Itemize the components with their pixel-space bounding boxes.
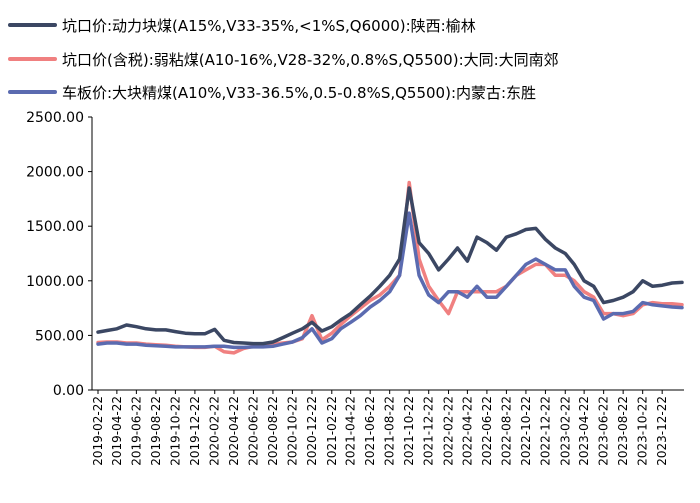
y-tick-label: 2000.00 — [26, 165, 84, 181]
x-tick-label: 2019-10-22 — [168, 396, 182, 466]
x-tick-label: 2023-08-22 — [616, 396, 630, 466]
y-tick-label: 1000.00 — [26, 274, 84, 290]
x-tick-label: 2021-02-22 — [325, 396, 339, 466]
legend-label-series-2: 坑口价(含税):弱粘煤(A10-16%,V28-32%,0.8%S,Q5500)… — [62, 51, 559, 69]
x-tick-label: 2020-10-22 — [285, 396, 299, 466]
series-line-2 — [96, 180, 684, 355]
x-tick-label: 2023-12-22 — [655, 396, 669, 466]
x-tick-label: 2019-12-22 — [188, 396, 202, 466]
x-tick-label: 2023-04-22 — [577, 396, 591, 466]
x-tick-label: 2019-02-22 — [91, 396, 105, 466]
series-line-1 — [96, 186, 684, 346]
x-tick-label: 2021-10-22 — [402, 396, 416, 466]
x-tick-label: 2020-02-22 — [208, 396, 222, 466]
legend-label-series-3: 车板价:大块精煤(A10%,V33-36.5%,0.5-0.8%S,Q5500)… — [62, 84, 536, 102]
x-tick-label: 2019-06-22 — [129, 396, 143, 466]
plot-lines — [96, 180, 684, 355]
legend: 坑口价:动力块煤(A15%,V33-35%,<1%S,Q6000):陕西:榆林 … — [8, 17, 559, 102]
x-tick-label: 2022-12-22 — [538, 396, 552, 466]
y-axis: 0.00 500.00 1000.00 1500.00 2000.00 2500.00 — [26, 110, 93, 399]
x-tick-label: 2022-04-22 — [460, 396, 474, 466]
x-tick-label: 2022-08-22 — [499, 396, 513, 466]
y-tick-label: 2500.00 — [26, 110, 84, 126]
x-tick-label: 2021-06-22 — [363, 396, 377, 466]
x-tick-label: 2023-10-22 — [636, 396, 650, 466]
x-tick-label: 2020-06-22 — [246, 396, 260, 466]
y-tick-label: 0.00 — [53, 383, 84, 399]
x-tick-label: 2022-06-22 — [480, 396, 494, 466]
x-tick-label: 2023-06-22 — [597, 396, 611, 466]
y-tick-label: 500.00 — [35, 328, 84, 344]
x-tick-label: 2020-08-22 — [266, 396, 280, 466]
x-axis: 2019-02-22 2019-04-22 2019-06-22 2019-08-22… — [91, 389, 684, 466]
x-tick-label: 2022-02-22 — [442, 396, 456, 466]
x-tick-label: 2021-04-22 — [344, 396, 358, 466]
x-tick-label: 2019-08-22 — [149, 396, 163, 466]
x-tick-label: 2019-04-22 — [110, 396, 124, 466]
y-tick-label: 1500.00 — [26, 219, 84, 235]
x-tick-label: 2021-08-22 — [383, 396, 397, 466]
x-tick-label: 2020-12-22 — [305, 396, 319, 466]
x-tick-label: 2021-12-22 — [422, 396, 436, 466]
legend-label-series-1: 坑口价:动力块煤(A15%,V33-35%,<1%S,Q6000):陕西:榆林 — [62, 17, 476, 35]
x-tick-label: 2022-10-22 — [519, 396, 533, 466]
series-line-3 — [96, 211, 684, 350]
x-tick-label: 2023-02-22 — [558, 396, 572, 466]
x-tick-label: 2020-04-22 — [227, 396, 241, 466]
